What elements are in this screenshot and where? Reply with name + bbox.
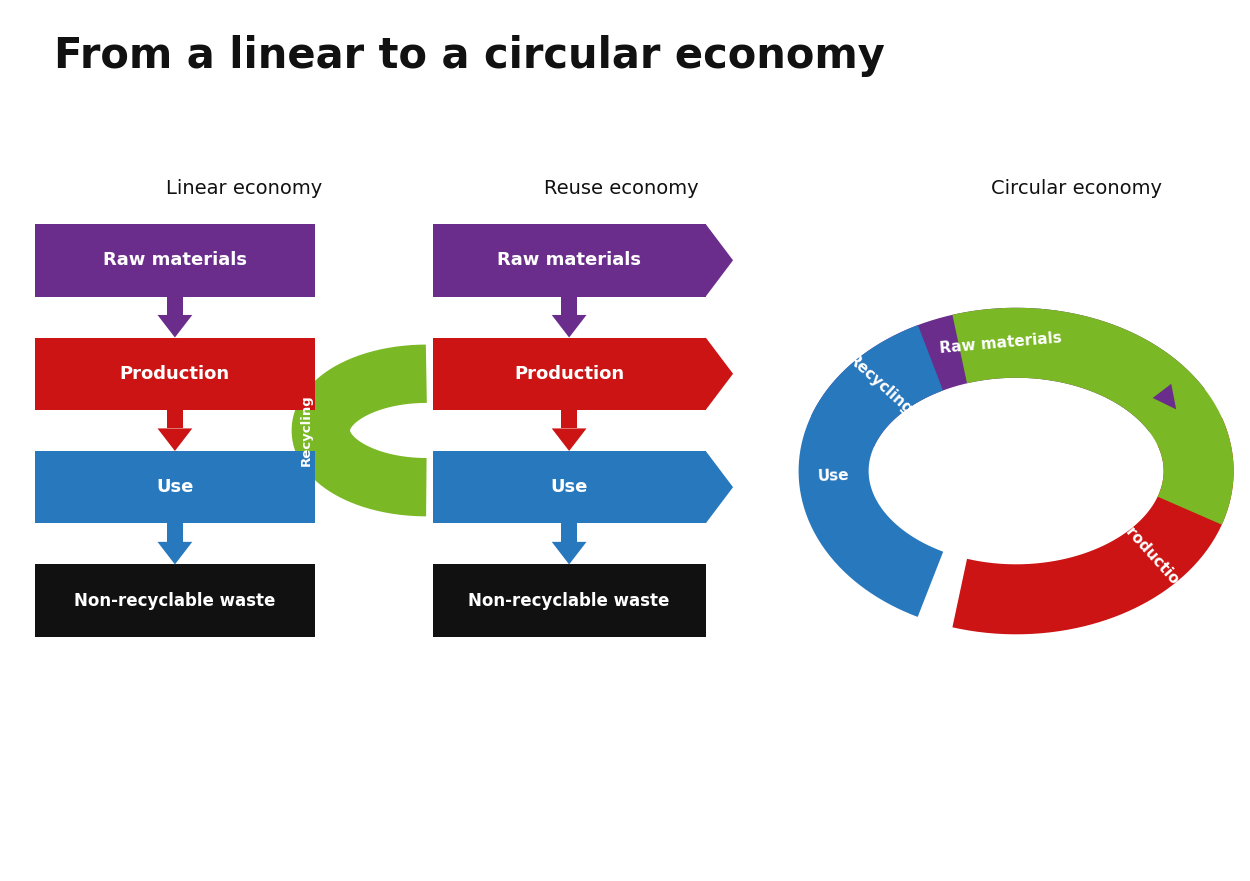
Bar	[35, 337, 315, 410]
Polygon shape	[551, 315, 586, 337]
Text: Use: Use	[156, 478, 194, 496]
Text: Raw materials: Raw materials	[102, 251, 248, 270]
Bar	[561, 410, 578, 428]
Bar	[35, 565, 315, 637]
Polygon shape	[158, 315, 192, 337]
Text: Production: Production	[514, 365, 624, 382]
Polygon shape	[706, 224, 732, 297]
Text: Raw materials: Raw materials	[498, 251, 641, 270]
Text: Raw materials: Raw materials	[939, 330, 1062, 356]
Polygon shape	[551, 542, 586, 565]
Polygon shape	[706, 451, 732, 523]
Text: Recycling: Recycling	[845, 352, 916, 418]
Bar	[168, 297, 182, 315]
Text: Non-recyclable waste: Non-recyclable waste	[74, 592, 275, 610]
Text: From a linear to a circular economy: From a linear to a circular economy	[54, 34, 885, 77]
Text: Production: Production	[120, 365, 230, 382]
Polygon shape	[706, 337, 732, 410]
Text: Non-recyclable waste: Non-recyclable waste	[469, 592, 670, 610]
Text: Use: Use	[818, 468, 850, 484]
Text: Use: Use	[550, 478, 588, 496]
Polygon shape	[158, 542, 192, 565]
Text: Reuse economy: Reuse economy	[544, 179, 699, 197]
Polygon shape	[158, 428, 192, 451]
Text: Linear economy: Linear economy	[165, 179, 321, 197]
Bar	[168, 523, 182, 542]
Bar	[432, 337, 706, 410]
Bar	[561, 523, 578, 542]
Bar	[35, 451, 315, 523]
Bar	[35, 224, 315, 297]
Bar	[432, 565, 706, 637]
Polygon shape	[551, 428, 586, 451]
Bar	[168, 410, 182, 428]
Text: Circular economy: Circular economy	[991, 179, 1162, 197]
Text: Recycling: Recycling	[300, 395, 312, 466]
Bar	[432, 451, 706, 523]
Bar	[432, 224, 706, 297]
Bar	[561, 297, 578, 315]
Text: Production: Production	[1115, 517, 1189, 596]
